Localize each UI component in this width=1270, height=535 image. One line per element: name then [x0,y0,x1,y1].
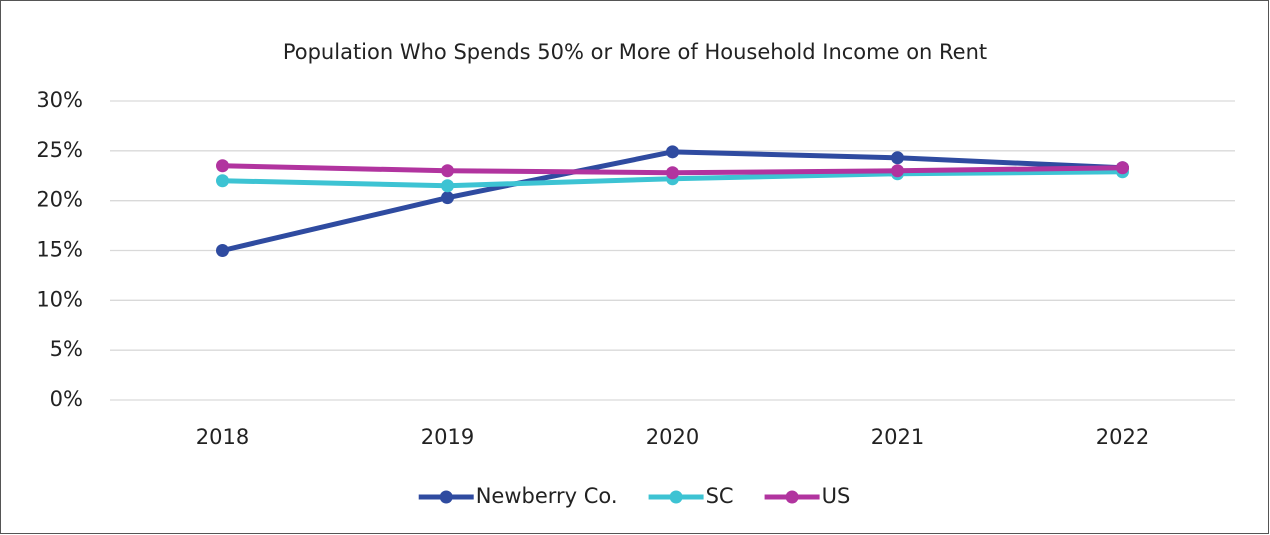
chart-title: Population Who Spends 50% or More of Hou… [283,40,987,64]
y-tick-label: 15% [36,238,83,262]
x-tick-label: 2020 [646,425,699,449]
point [891,151,904,165]
point [216,174,229,188]
legend-marker [669,490,683,504]
y-tick-label: 5% [50,337,83,361]
legend-label: US [822,484,851,508]
legend-label: Newberry Co. [476,484,618,508]
x-tick-label: 2018 [196,425,249,449]
point [441,179,454,193]
legend-label: SC [706,484,734,508]
x-tick-label: 2022 [1096,425,1149,449]
point [441,191,454,205]
legend-marker [785,490,799,504]
point [666,166,679,180]
point [216,244,229,257]
y-tick-label: 0% [50,387,83,411]
x-tick-label: 2019 [421,425,474,449]
legend-marker [439,490,453,504]
y-tick-label: 30% [36,88,83,112]
x-tick-label: 2021 [871,425,924,449]
point [891,164,904,178]
point [216,159,229,173]
point [666,145,679,159]
point [1116,161,1129,175]
y-tick-label: 10% [36,287,83,311]
y-tick-label: 20% [36,188,83,212]
y-tick-label: 25% [36,138,83,162]
point [441,164,454,178]
